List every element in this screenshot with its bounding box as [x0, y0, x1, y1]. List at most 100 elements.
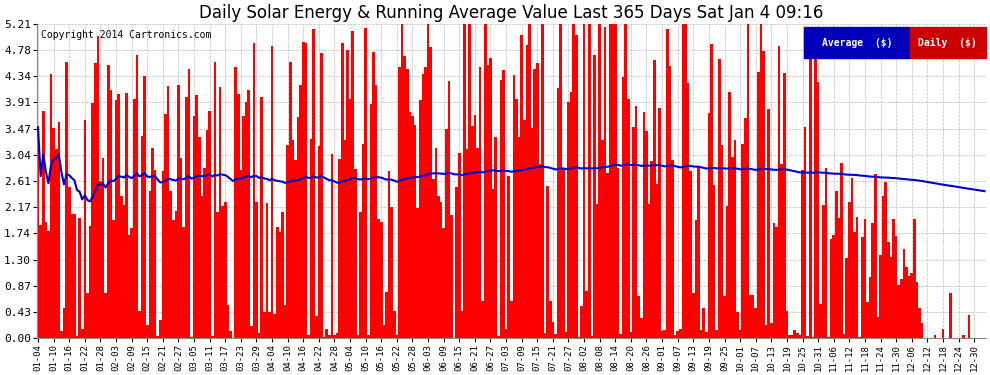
Bar: [869, 277, 871, 338]
Bar: [705, 332, 708, 338]
Bar: [224, 202, 227, 338]
Bar: [318, 146, 320, 338]
Bar: [882, 196, 884, 338]
Bar: [567, 102, 570, 338]
Bar: [622, 77, 625, 338]
Bar: [900, 279, 903, 338]
Bar: [473, 115, 476, 338]
Bar: [151, 148, 153, 338]
Bar: [916, 282, 919, 338]
Bar: [841, 163, 842, 338]
Bar: [598, 24, 601, 338]
Bar: [668, 66, 671, 338]
Bar: [222, 206, 224, 338]
Bar: [341, 44, 344, 338]
Bar: [447, 81, 450, 338]
Bar: [315, 316, 318, 338]
Bar: [237, 94, 240, 338]
Bar: [934, 335, 937, 338]
Bar: [876, 316, 879, 338]
Bar: [65, 62, 68, 338]
Bar: [822, 205, 825, 338]
Bar: [148, 191, 151, 338]
Bar: [409, 112, 411, 338]
Bar: [708, 112, 710, 338]
Bar: [73, 214, 75, 338]
Bar: [278, 232, 281, 338]
Bar: [414, 125, 417, 338]
Bar: [427, 24, 430, 338]
Bar: [767, 108, 770, 338]
Bar: [458, 153, 460, 338]
Bar: [660, 331, 663, 338]
Bar: [731, 158, 734, 338]
Bar: [97, 36, 99, 338]
Bar: [549, 301, 551, 338]
Bar: [367, 334, 369, 338]
Text: Average  ($): Average ($): [822, 38, 892, 48]
Bar: [255, 202, 257, 338]
Text: Daily  ($): Daily ($): [919, 38, 977, 48]
Bar: [807, 336, 809, 338]
Bar: [257, 333, 260, 338]
Bar: [494, 137, 497, 338]
Bar: [123, 205, 125, 338]
Bar: [153, 170, 156, 338]
Bar: [70, 214, 73, 338]
Bar: [638, 296, 640, 338]
Bar: [388, 171, 390, 338]
Bar: [529, 24, 531, 338]
Bar: [375, 85, 377, 338]
Bar: [245, 102, 248, 338]
Bar: [635, 106, 638, 338]
Bar: [845, 258, 848, 338]
Bar: [372, 52, 375, 338]
Bar: [962, 334, 965, 338]
Bar: [674, 335, 676, 338]
Bar: [765, 326, 767, 338]
Bar: [601, 140, 604, 338]
Bar: [435, 148, 438, 338]
Bar: [861, 237, 863, 338]
Bar: [339, 159, 341, 338]
Bar: [86, 293, 89, 338]
Bar: [364, 28, 367, 338]
Bar: [445, 129, 447, 338]
Bar: [481, 301, 484, 338]
Bar: [526, 45, 529, 338]
Bar: [78, 218, 81, 338]
Bar: [890, 257, 892, 338]
Bar: [120, 196, 123, 338]
Bar: [718, 59, 721, 338]
Bar: [515, 99, 518, 338]
Bar: [144, 76, 146, 338]
Bar: [107, 65, 110, 338]
Bar: [609, 24, 612, 338]
Bar: [759, 24, 762, 338]
Bar: [721, 145, 724, 338]
Bar: [689, 171, 692, 338]
Bar: [479, 67, 481, 338]
Bar: [270, 46, 273, 338]
Bar: [313, 29, 315, 338]
Bar: [128, 235, 131, 338]
Bar: [835, 191, 838, 338]
Bar: [562, 169, 564, 338]
Bar: [172, 220, 174, 338]
Bar: [716, 330, 718, 338]
Bar: [617, 168, 619, 338]
Bar: [115, 100, 118, 338]
Bar: [166, 86, 169, 338]
Bar: [75, 336, 78, 338]
Bar: [919, 308, 921, 338]
Bar: [208, 111, 211, 338]
Bar: [185, 98, 187, 338]
Bar: [417, 208, 419, 338]
Bar: [671, 159, 674, 338]
Bar: [754, 308, 757, 338]
Bar: [190, 337, 193, 338]
Bar: [744, 118, 746, 338]
Bar: [424, 68, 427, 338]
Bar: [252, 44, 255, 338]
Bar: [99, 182, 102, 338]
